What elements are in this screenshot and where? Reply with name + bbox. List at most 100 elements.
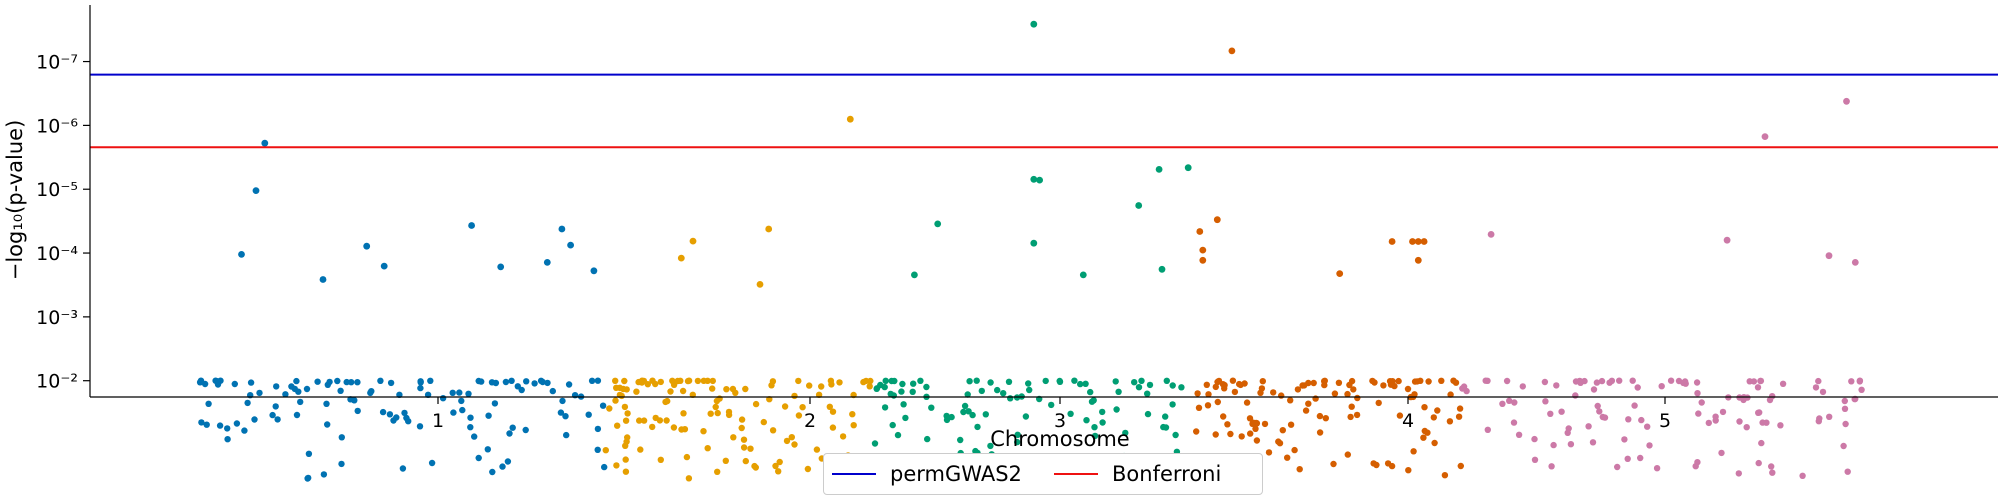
data-point-chr1 xyxy=(224,425,231,432)
data-point-chr2 xyxy=(799,404,806,411)
data-point-chr2 xyxy=(806,382,813,389)
data-point-chr3 xyxy=(1090,397,1097,404)
data-point-chr3 xyxy=(1000,390,1007,397)
data-point-chr2 xyxy=(638,379,646,386)
data-point-chr4 xyxy=(1425,378,1432,385)
data-point-chr2 xyxy=(756,281,764,288)
data-point-chr5 xyxy=(1841,405,1849,412)
data-point-chr5 xyxy=(1750,378,1758,385)
data-point-chr3 xyxy=(910,380,917,387)
data-point-chr2 xyxy=(689,237,697,245)
data-point-chr4 xyxy=(1194,390,1201,397)
data-point-chr4 xyxy=(1316,412,1324,420)
data-point-chr5 xyxy=(1598,377,1606,385)
data-point-chr1 xyxy=(261,139,269,147)
y-tick-label: 10⁻⁷ xyxy=(36,52,78,74)
data-point-chr5 xyxy=(1758,439,1765,447)
data-point-chr2 xyxy=(622,468,630,475)
data-point-chr4 xyxy=(1446,418,1454,425)
data-point-chr1 xyxy=(558,225,566,233)
data-point-chr5 xyxy=(1596,408,1603,415)
data-point-chr3 xyxy=(1077,380,1084,388)
data-point-chr1 xyxy=(314,378,321,385)
legend: permGWAS2 Bonferroni xyxy=(823,453,1263,495)
data-point-chr2 xyxy=(680,410,687,417)
data-point-chr1 xyxy=(468,222,475,229)
data-point-chr5 xyxy=(1851,259,1859,266)
data-point-chr1 xyxy=(531,380,538,387)
data-point-chr1 xyxy=(303,385,311,393)
data-point-chr2 xyxy=(709,377,716,385)
data-point-chr1 xyxy=(244,399,251,407)
data-point-chr5 xyxy=(1735,470,1743,477)
data-point-chr4 xyxy=(1270,389,1277,396)
data-point-chr3 xyxy=(894,431,902,439)
data-point-chr3 xyxy=(1144,410,1152,418)
data-point-chr1 xyxy=(508,377,515,384)
data-point-chr3 xyxy=(899,380,906,388)
data-point-chr4 xyxy=(1294,386,1302,393)
data-point-chr2 xyxy=(850,422,857,429)
data-point-chr4 xyxy=(1395,377,1402,385)
data-point-chr3 xyxy=(969,411,976,419)
data-point-chr1 xyxy=(216,422,224,429)
data-point-chr5 xyxy=(1848,378,1855,385)
data-point-chr5 xyxy=(1644,423,1651,430)
data-point-chr4 xyxy=(1330,460,1337,468)
data-point-chr2 xyxy=(747,445,754,452)
data-point-chr3 xyxy=(1158,265,1166,273)
data-point-chr3 xyxy=(1112,378,1119,385)
data-point-chr2 xyxy=(614,422,621,429)
data-point-chr2 xyxy=(804,465,812,473)
data-point-chr5 xyxy=(1577,379,1584,386)
data-point-chr3 xyxy=(1030,20,1038,28)
data-point-chr2 xyxy=(862,377,870,385)
data-point-chr1 xyxy=(557,409,565,416)
data-point-chr2 xyxy=(669,377,676,384)
data-point-chr3 xyxy=(987,379,994,386)
data-point-chr2 xyxy=(612,377,619,384)
data-point-chr1 xyxy=(563,431,570,439)
data-point-chr4 xyxy=(1203,381,1211,388)
data-point-chr5 xyxy=(1624,455,1631,462)
data-point-chr5 xyxy=(1712,413,1719,420)
data-point-chr5 xyxy=(1541,378,1549,386)
data-point-chr5 xyxy=(1757,377,1765,385)
data-point-chr4 xyxy=(1257,389,1264,396)
data-point-chr2 xyxy=(656,417,664,424)
data-point-chr1 xyxy=(379,408,387,416)
data-point-chr4 xyxy=(1348,403,1355,410)
data-point-chr1 xyxy=(197,377,205,384)
data-point-chr4 xyxy=(1389,378,1396,385)
data-point-chr4 xyxy=(1312,395,1319,402)
data-point-chr5 xyxy=(1608,377,1616,384)
x-tick-label: 1 xyxy=(432,410,444,432)
data-point-chr1 xyxy=(590,267,598,275)
data-point-chr2 xyxy=(677,254,685,262)
data-point-chr2 xyxy=(657,456,664,463)
data-point-chr1 xyxy=(467,424,474,431)
y-tick-label: 10⁻³ xyxy=(36,307,78,329)
data-point-chr4 xyxy=(1375,399,1382,407)
data-point-chr5 xyxy=(1856,378,1864,385)
y-ticks: 10⁻⁷ 10⁻⁶ 10⁻⁵ 10⁻⁴ 10⁻³ 10⁻² xyxy=(36,52,90,393)
data-point-chr5 xyxy=(1736,418,1743,425)
data-point-chr3 xyxy=(1014,438,1021,446)
data-point-chr4 xyxy=(1252,425,1259,432)
data-point-chr4 xyxy=(1414,378,1421,385)
data-point-chr5 xyxy=(1844,468,1851,475)
data-point-chr5 xyxy=(1637,454,1644,462)
data-point-chr2 xyxy=(776,458,783,466)
data-point-chr1 xyxy=(274,416,281,423)
data-point-chr3 xyxy=(965,408,972,415)
data-point-chr4 xyxy=(1221,385,1228,392)
data-point-chr1 xyxy=(518,386,525,394)
data-point-chr5 xyxy=(1815,377,1822,385)
data-point-chr3 xyxy=(1135,384,1143,391)
data-point-chr3 xyxy=(900,401,907,408)
data-point-chr2 xyxy=(730,434,737,441)
data-point-chr3 xyxy=(877,381,884,389)
y-axis-label: −log₁₀(p-value) xyxy=(3,120,27,281)
data-point-chr5 xyxy=(1499,400,1506,407)
data-point-chr1 xyxy=(214,381,222,388)
